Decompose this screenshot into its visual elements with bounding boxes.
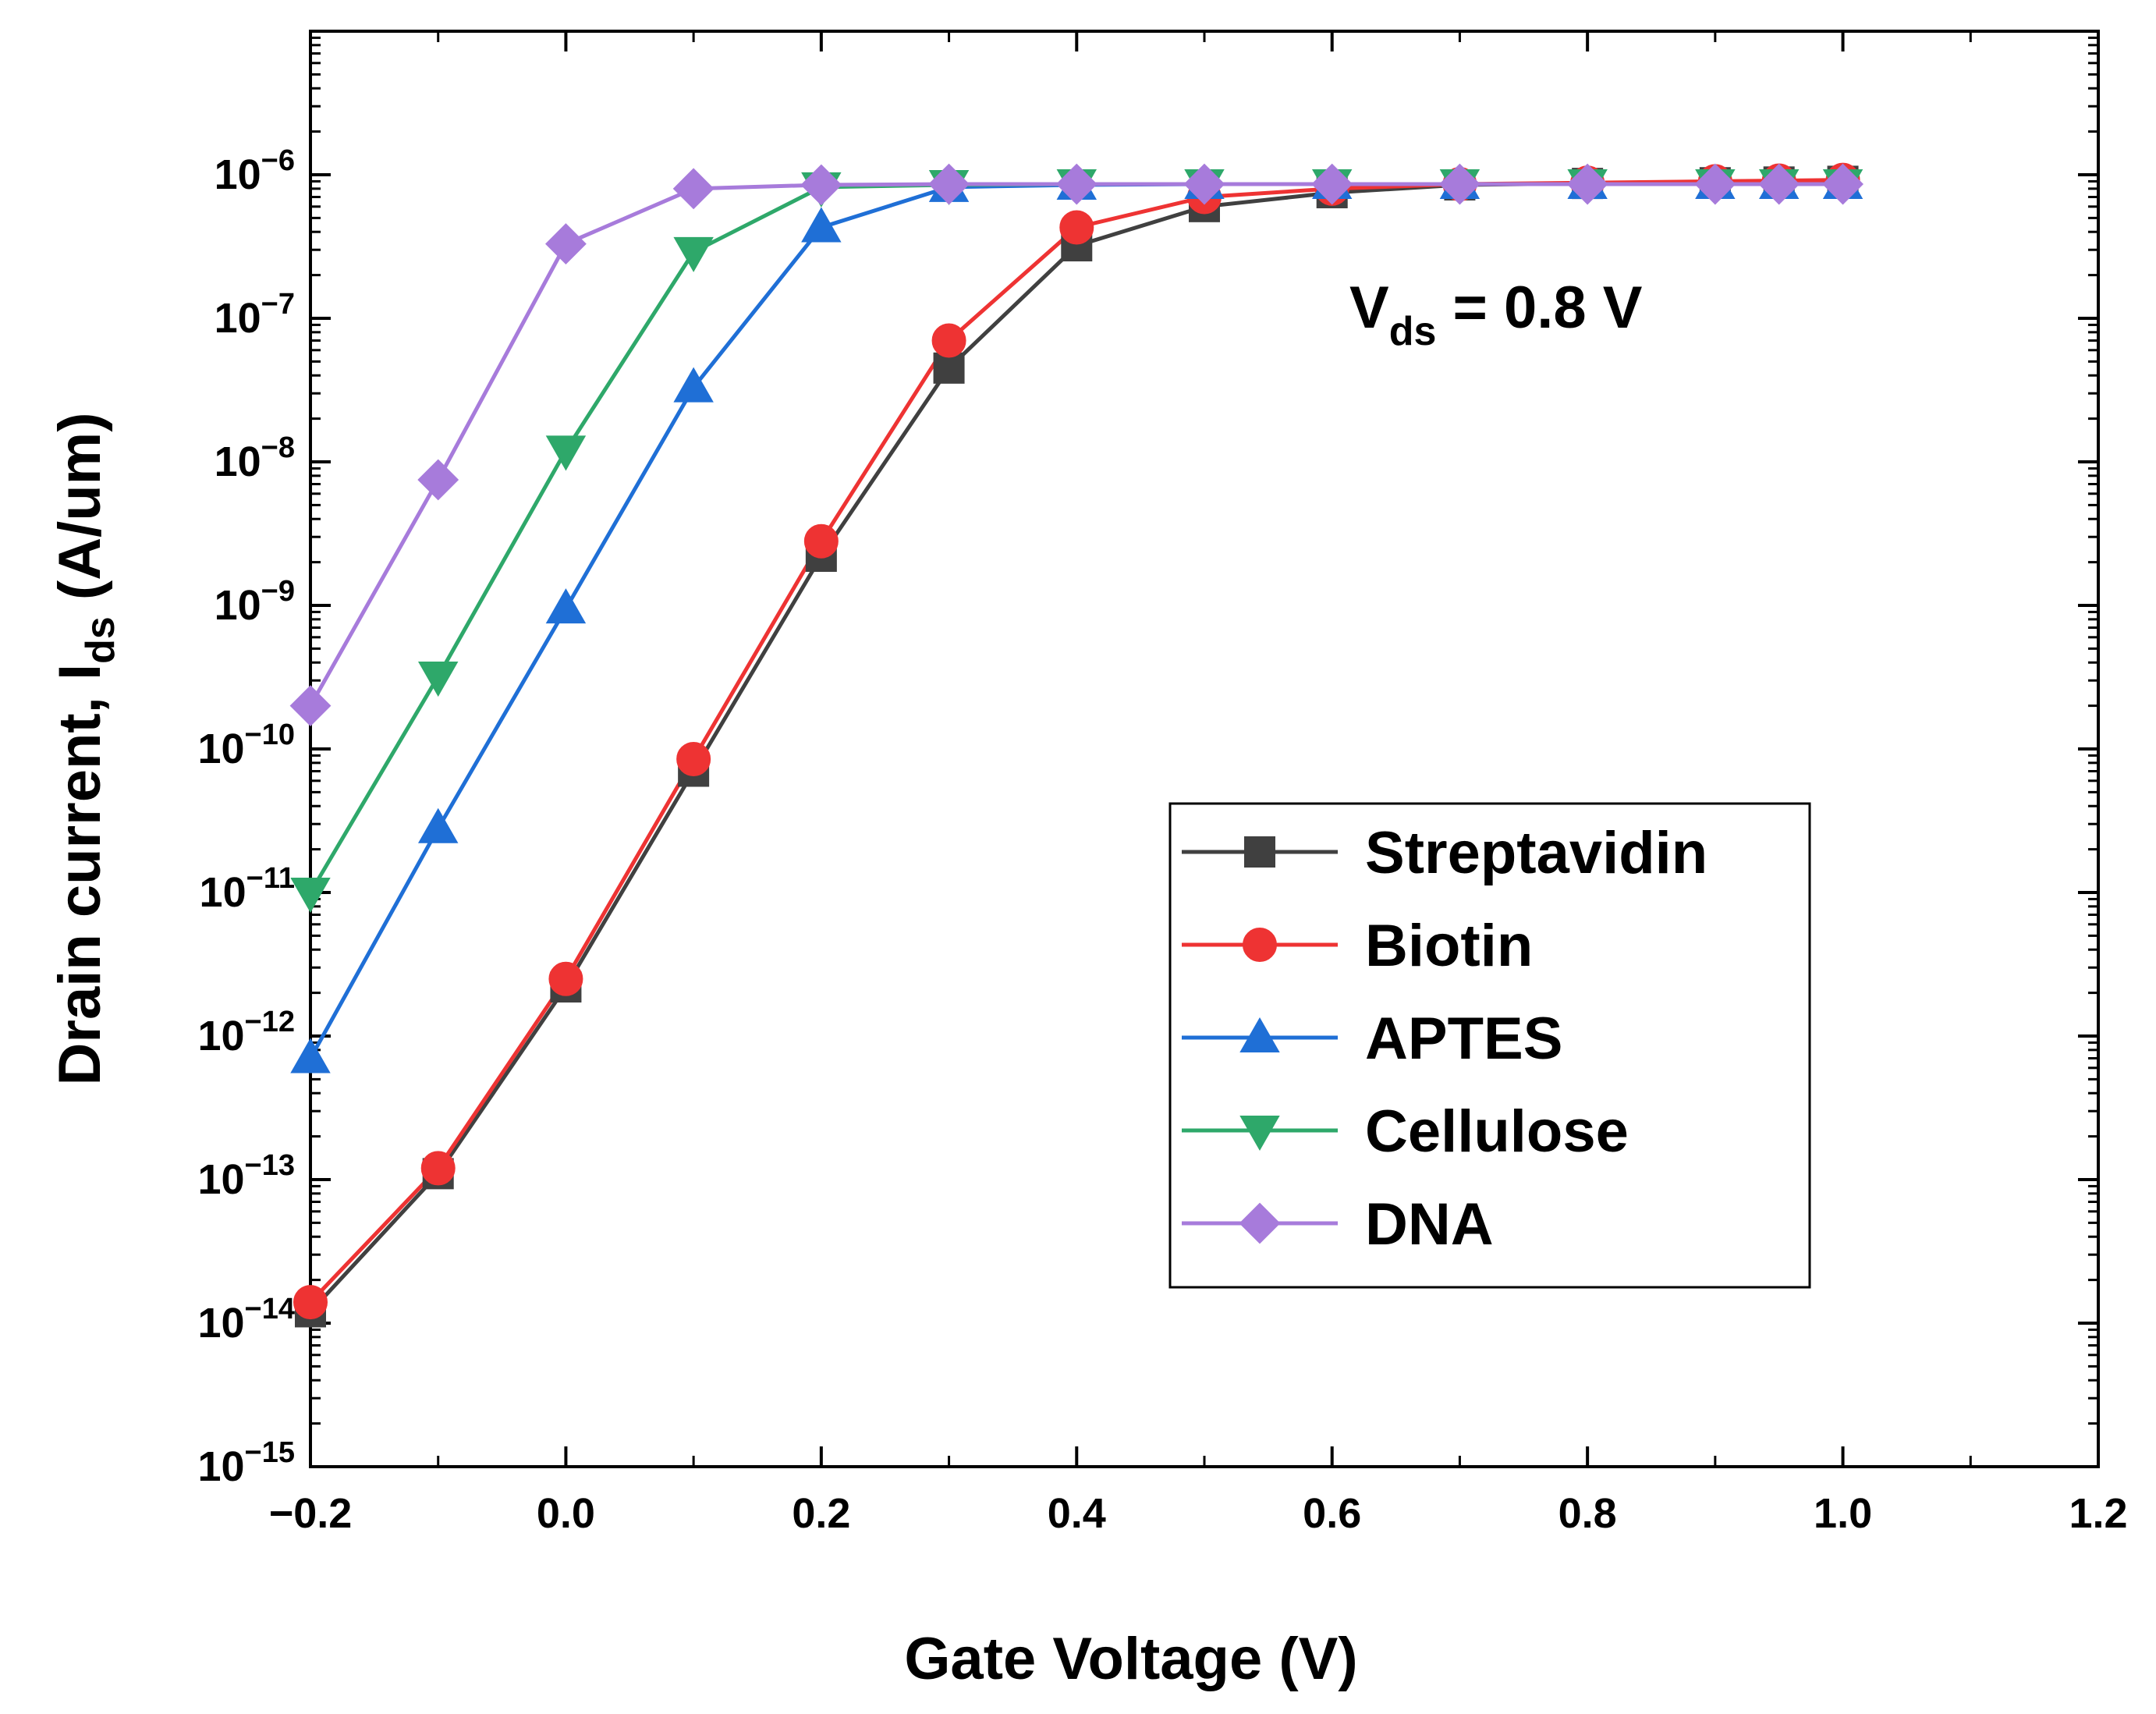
y-tick-label: 10−8 [215,431,295,485]
y-tick-exponent: −7 [261,288,295,321]
legend-box [1168,802,1811,1289]
data-point-biotin [676,741,711,776]
legend-marker-biotin [1243,928,1277,962]
data-point-aptes [290,1038,331,1073]
data-point-cellulose [417,662,459,697]
legend-marker-dna [1239,1202,1281,1244]
data-point-dna [1694,163,1736,205]
data-point-dna [928,163,970,205]
y-axis-ticks: 10−1510−1410−1310−1210−1110−1010−910−810… [197,30,2098,1490]
data-point-streptavidin [933,352,965,384]
y-tick-exponent: −13 [245,1149,295,1182]
x-tick-label: 1.0 [1814,1490,1872,1537]
y-tick-exponent: −9 [261,575,295,608]
y-tick-base: 10 [197,1300,244,1347]
y-axis-title: Drain current, Ids (A/um) [47,413,123,1086]
legend-label-biotin: Biotin [1365,913,1533,979]
vds-annotation-sub: ds [1389,309,1437,354]
x-tick-label: 0.6 [1303,1490,1361,1537]
y-tick-exponent: −11 [246,862,295,895]
legend-marker-aptes [1239,1017,1280,1052]
y-tick-exponent: −6 [261,144,295,177]
data-point-dna [672,168,715,210]
y-tick-label: 10−9 [215,575,295,629]
vds-annotation: Vds = 0.8 V [1349,275,1643,354]
x-tick-label: 0.2 [792,1490,850,1537]
x-tick-label: −0.2 [269,1490,353,1537]
y-axis-title-unit: (A/um) [47,413,113,617]
data-point-dna [1055,163,1098,205]
y-tick-base: 10 [197,1443,244,1490]
data-point-aptes [417,807,459,843]
x-tick-label: 0.0 [537,1490,595,1537]
y-tick-label: 10−7 [215,288,295,342]
data-point-dna [800,164,842,206]
y-axis-title-sub: ds [78,616,123,664]
data-point-dna [1183,163,1225,205]
legend-label-aptes: APTES [1365,1006,1562,1072]
y-tick-label: 10−11 [200,862,295,916]
data-point-dna [1311,163,1353,205]
data-point-dna [1566,163,1608,205]
y-axis-title-main: Drain current, I [47,664,113,1086]
y-tick-base: 10 [200,869,246,916]
data-point-dna [1439,163,1480,205]
y-tick-base: 10 [197,1156,244,1203]
y-tick-exponent: −15 [245,1436,295,1469]
data-point-biotin [548,961,583,996]
legend-marker-streptavidin [1244,836,1275,868]
y-tick-base: 10 [215,582,261,629]
y-tick-base: 10 [215,151,261,198]
data-point-aptes [801,207,842,243]
series-layer [310,178,1843,1314]
x-tick-label: 1.2 [2069,1490,2127,1537]
data-point-cellulose [673,236,714,272]
data-point-dna [417,459,459,501]
y-tick-label: 10−13 [197,1149,295,1203]
y-tick-base: 10 [215,295,261,342]
data-point-biotin [293,1285,328,1320]
data-point-cellulose [545,435,587,471]
legend-label-streptavidin: Streptavidin [1365,820,1707,886]
legend-label-cellulose: Cellulose [1365,1098,1629,1165]
data-point-aptes [545,588,587,624]
data-point-biotin [420,1151,456,1186]
y-tick-base: 10 [215,438,261,485]
y-tick-label: 10−10 [197,719,295,772]
data-point-dna [1758,163,1800,205]
y-tick-label: 10−15 [197,1436,295,1490]
vds-annotation-rest: = 0.8 V [1436,275,1642,341]
legend-label-dna: DNA [1365,1191,1494,1258]
data-point-biotin [1059,210,1094,245]
y-tick-exponent: −12 [245,1006,295,1038]
markers-layer [289,162,1863,1328]
data-point-dna [545,223,587,265]
data-point-cellulose [290,878,331,914]
legend: Streptavidin Biotin APTES Cellulose DNA [1168,802,1811,1289]
legend-marker-cellulose [1239,1116,1280,1152]
y-tick-label: 10−12 [197,1006,295,1059]
y-tick-exponent: −14 [245,1293,295,1325]
x-axis-title: Gate Voltage (V) [904,1626,1357,1692]
y-tick-base: 10 [197,726,244,772]
y-tick-exponent: −8 [261,431,295,464]
x-axis-ticks: −0.2 0.0 0.2 0.4 0.6 0.8 1.0 1.2 [269,31,2128,1537]
series-line-biotin [310,178,1843,1304]
x-tick-label: 0.4 [1048,1490,1106,1537]
data-point-biotin [803,523,839,559]
data-point-biotin [931,323,966,358]
data-point-aptes [673,367,714,403]
vds-annotation-main: V [1349,275,1389,341]
y-tick-label: 10−6 [215,144,295,198]
data-point-dna [1822,163,1863,205]
x-tick-label: 0.8 [1558,1490,1617,1537]
y-tick-exponent: −10 [245,719,295,751]
y-tick-base: 10 [197,1013,244,1059]
series-line-dna [310,182,1843,707]
y-tick-label: 10−14 [197,1293,295,1347]
data-point-dna [289,685,332,727]
